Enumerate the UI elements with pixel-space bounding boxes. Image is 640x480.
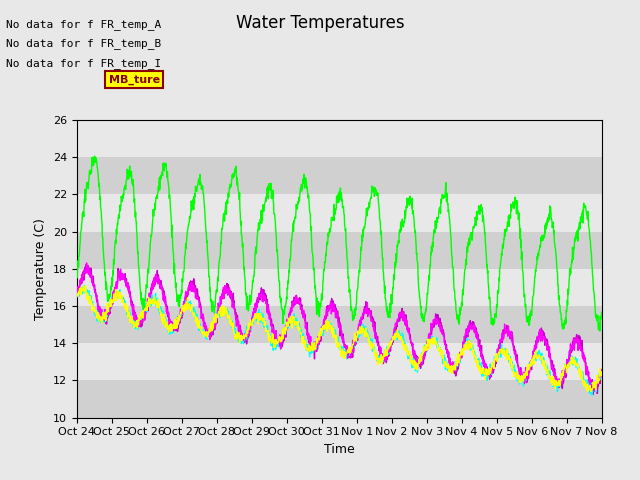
Bar bbox=[77, 120, 602, 157]
Legend: FR_temp_C, WaterT, CondTemp, MDTemp_A, WaterTemp_CTD: FR_temp_C, WaterT, CondTemp, MDTemp_A, W… bbox=[65, 477, 614, 480]
Text: No data for f FR_temp_A: No data for f FR_temp_A bbox=[6, 19, 162, 30]
Bar bbox=[77, 157, 602, 194]
Bar bbox=[77, 380, 602, 418]
Bar bbox=[77, 306, 602, 343]
Text: Water Temperatures: Water Temperatures bbox=[236, 14, 404, 33]
Bar bbox=[77, 194, 602, 232]
Text: No data for f FR_temp_B: No data for f FR_temp_B bbox=[6, 38, 162, 49]
Bar bbox=[77, 269, 602, 306]
Text: No data for f FR_temp_I: No data for f FR_temp_I bbox=[6, 58, 162, 69]
Bar bbox=[77, 231, 602, 269]
Y-axis label: Temperature (C): Temperature (C) bbox=[35, 218, 47, 320]
Text: MB_ture: MB_ture bbox=[109, 74, 160, 84]
X-axis label: Time: Time bbox=[324, 443, 355, 456]
Bar bbox=[77, 343, 602, 380]
